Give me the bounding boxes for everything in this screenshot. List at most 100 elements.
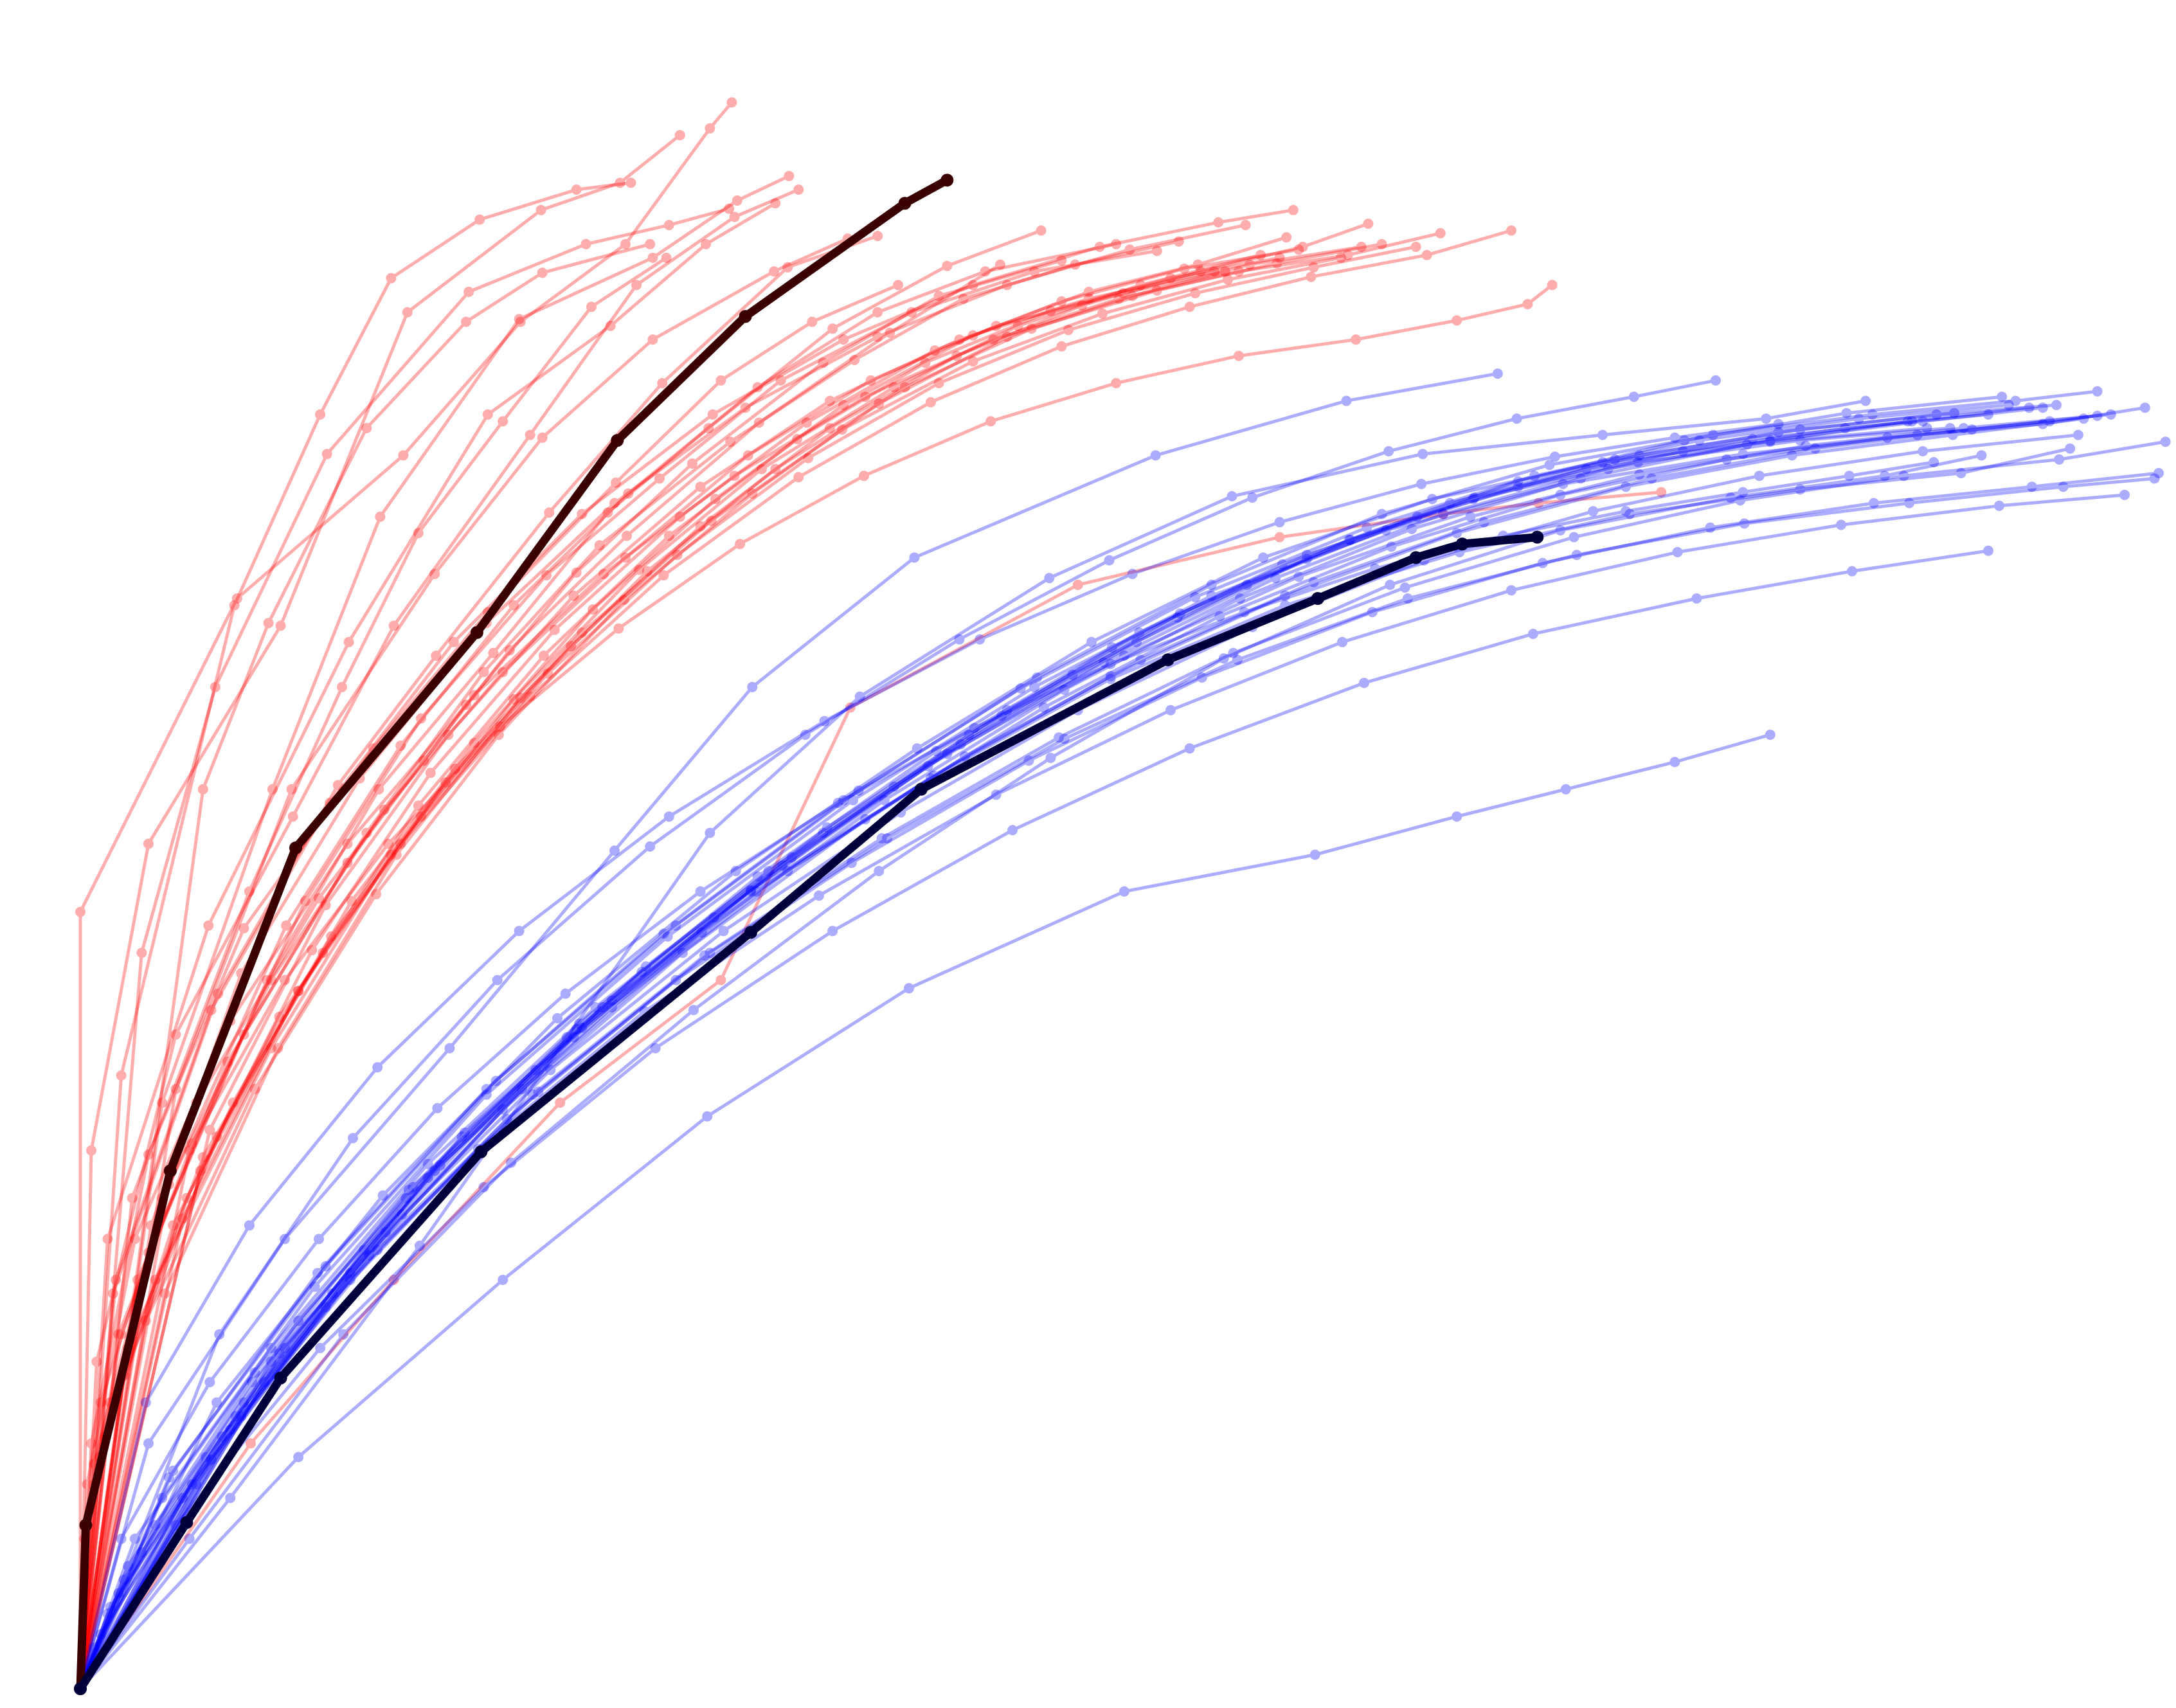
red-trajectory-32-point-11 (1111, 378, 1122, 388)
blue-trajectory-12-point-6 (846, 858, 857, 868)
red-trajectory-26-point-1 (195, 1165, 206, 1176)
red-trajectory-1-point-4 (515, 316, 526, 327)
red-trajectory-1-point-7 (726, 97, 737, 108)
red-trajectory-23-point-4 (538, 651, 549, 661)
blue-trajectory-9-point-9 (1544, 460, 1555, 471)
red-trajectory-13-point-4 (418, 755, 429, 766)
red-trajectory-22-point-7 (825, 423, 835, 433)
blue-trajectory-27-point-6 (1309, 849, 1320, 860)
blue-trajectory-20-point-12 (1836, 519, 1846, 530)
blue-trajectory-9-point-6 (1032, 672, 1043, 683)
blue-trajectory-17-point-10 (1840, 423, 1851, 433)
mean-line-a-point-8 (940, 174, 954, 187)
blue-trajectory-21-point-6 (1131, 636, 1142, 647)
blue-trajectory-15-point-7 (1214, 611, 1225, 622)
red-trajectory-33-point-10 (1656, 487, 1667, 498)
blue-trajectory-12-point-12 (1868, 498, 1879, 508)
red-trajectory-7-point-7 (729, 211, 740, 222)
blue-trajectory-21-point-9 (1634, 450, 1645, 461)
red-trajectory-15 (75, 255, 1067, 1694)
red-trajectory-28 (75, 238, 1387, 1694)
red-trajectory-3-point-3 (315, 409, 326, 420)
red-trajectory-30-point-1 (204, 1124, 215, 1135)
blue-trajectory-28-point-5 (827, 926, 838, 937)
red-trajectory-14-point-5 (602, 507, 613, 518)
blue-trajectory-30-point-8 (1247, 492, 1258, 503)
blue-trajectory-29-point-5 (663, 811, 674, 822)
blue-trajectory-9-point-4 (670, 920, 681, 931)
red-trajectory-12-point-2 (286, 784, 297, 795)
blue-trajectory-7-point-8 (1232, 654, 1243, 665)
red-trajectory-16-point-8 (980, 266, 991, 277)
red-trajectory-12-line (78, 237, 850, 1691)
red-trajectory-23-point-5 (663, 530, 674, 541)
red-trajectory-9-point-3 (337, 681, 347, 692)
blue-trajectory-14-point-11 (1841, 408, 1852, 418)
blue-trajectory-25-point-5 (922, 760, 933, 771)
blue-trajectory-8-point-9 (1633, 457, 1644, 467)
red-trajectory-35-point-8 (967, 280, 978, 291)
blue-trajectory-6-point-3 (552, 1013, 562, 1023)
blue-trajectory-9-point-5 (853, 785, 864, 796)
red-trajectory-31-point-10 (1184, 301, 1195, 312)
blue-trajectory-12-point-7 (1023, 755, 1034, 766)
red-trajectory-1-point-1 (75, 906, 85, 917)
red-trajectory-29-point-2 (211, 1131, 222, 1142)
blue-trajectory-29-point-1 (140, 1397, 151, 1408)
blue-trajectory-28-point-8 (1359, 678, 1369, 688)
blue-trajectory-6-point-6 (1086, 636, 1097, 647)
red-trajectory-27-point-3 (293, 985, 304, 996)
red-trajectory-10-point-9 (893, 280, 903, 291)
blue-trajectory-22-point-2 (274, 1348, 285, 1359)
red-trajectory-17-point-10 (1173, 236, 1184, 247)
blue-trajectory-26-point-13 (1621, 506, 1632, 517)
blue-trajectory-5-point-5 (848, 795, 858, 805)
red-trajectory-13-point-7 (753, 417, 764, 428)
red-trajectory-11-point-1 (107, 1288, 118, 1299)
red-trajectory-28-point-9 (1151, 285, 1162, 296)
red-trajectory-8-line (78, 242, 652, 1691)
red-trajectory-29-point-10 (1223, 274, 1233, 285)
blue-trajectory-27-point-10 (1765, 730, 1776, 740)
blue-trajectory-17-line (78, 413, 1990, 1691)
red-trajectory-31-point-5 (525, 691, 535, 702)
blue-trajectory-23-point-7 (1190, 591, 1201, 602)
blue-trajectory-3-line (78, 453, 1983, 1691)
red-trajectory-26-point-6 (802, 417, 812, 428)
red-trajectory-25-point-4 (342, 838, 353, 849)
red-trajectory-21-point-2 (265, 1043, 276, 1054)
blue-trajectory-16-point-9 (1452, 528, 1462, 539)
blue-trajectory-19-point-1 (191, 1479, 202, 1489)
blue-trajectory-7-point-9 (1402, 593, 1413, 604)
red-trajectory-17-point-7 (849, 355, 860, 365)
red-trajectory-2-point-5 (535, 204, 546, 215)
red-trajectory-18-point-4 (541, 570, 552, 580)
blue-trajectory-10-point-5 (763, 866, 774, 876)
red-trajectory-18-point-3 (416, 713, 426, 724)
blue-trajectory-28-line (78, 549, 1990, 1691)
red-trajectory-18-point-2 (300, 895, 310, 906)
red-trajectory-24 (75, 242, 1367, 1694)
blue-trajectory-10-point-13 (2105, 409, 2116, 420)
red-trajectory-9-point-2 (244, 886, 255, 897)
blue-trajectory-5-point-9 (1558, 478, 1569, 489)
mean-line-a-point-7 (898, 197, 912, 210)
red-trajectory-19-point-8 (865, 375, 876, 386)
blue-trajectory-14-point-3 (459, 1128, 470, 1138)
blue-trajectory-10-line (78, 413, 2113, 1691)
blue-trajectory-3 (75, 450, 1987, 1694)
red-trajectory-14-point-7 (827, 323, 838, 334)
blue-trajectory-19-point-11 (1902, 416, 1913, 427)
blue-trajectory-3-point-10 (1725, 492, 1736, 503)
blue-trajectory-29-point-2 (244, 1220, 255, 1231)
red-trajectory-8-point-2 (263, 618, 274, 629)
red-trajectory-28-point-6 (770, 463, 781, 474)
blue-trajectory-21-point-4 (777, 860, 787, 871)
red-trajectory-31-point-6 (658, 570, 669, 580)
red-trajectory-32-point-5 (383, 838, 394, 849)
red-trajectory-20-point-6 (710, 494, 721, 505)
red-trajectory-8-point-1 (197, 784, 208, 795)
red-trajectory-9-line (78, 256, 669, 1691)
blue-trajectory-8-point-2 (429, 1165, 440, 1176)
red-trajectory-14-point-4 (488, 647, 499, 658)
